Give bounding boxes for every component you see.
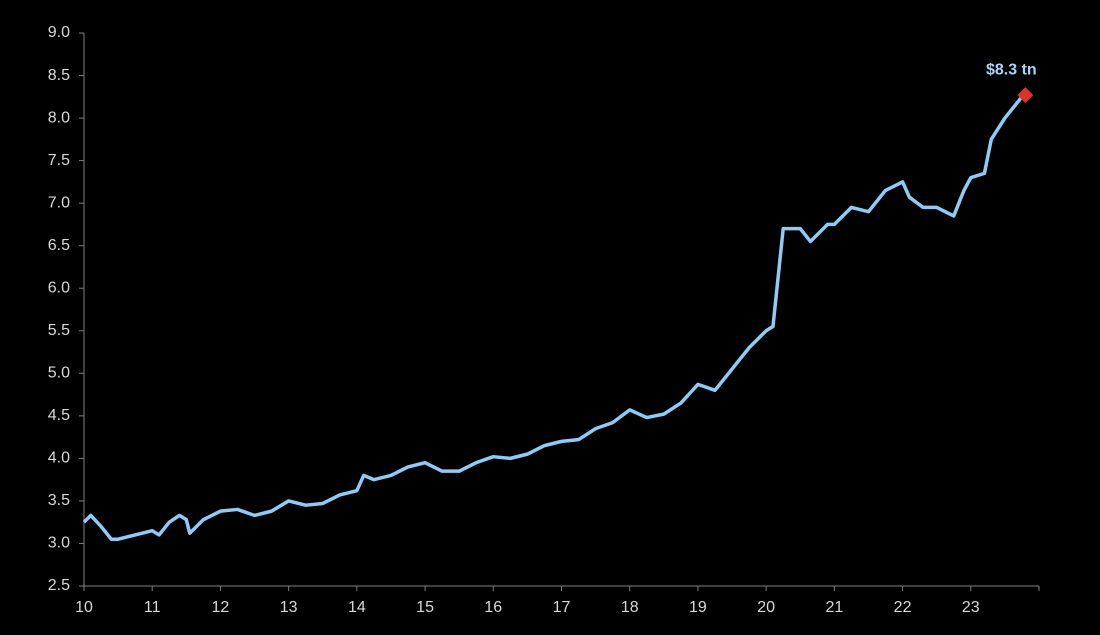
- y-tick-label: 8.5: [48, 67, 70, 84]
- end-marker: [1017, 87, 1034, 104]
- x-tick-label: 15: [416, 599, 434, 616]
- x-tick-label: 16: [484, 599, 502, 616]
- x-tick-label: 13: [280, 599, 298, 616]
- y-tick-label: 2.5: [48, 577, 70, 594]
- x-tick-label: 19: [689, 599, 707, 616]
- x-tick-label: 20: [757, 599, 775, 616]
- y-tick-label: 5.0: [48, 365, 70, 382]
- y-tick-label: 8.0: [48, 109, 70, 126]
- x-tick-label: 22: [894, 599, 912, 616]
- x-tick-label: 10: [75, 599, 93, 616]
- y-tick-label: 3.0: [48, 535, 70, 552]
- y-tick-label: 6.0: [48, 279, 70, 296]
- x-tick-label: 17: [553, 599, 571, 616]
- y-tick-label: 7.5: [48, 152, 70, 169]
- x-tick-label: 14: [348, 599, 366, 616]
- y-tick-label: 4.5: [48, 407, 70, 424]
- y-tick-label: 3.5: [48, 492, 70, 509]
- x-tick-label: 21: [825, 599, 843, 616]
- y-tick-label: 6.5: [48, 237, 70, 254]
- y-tick-label: 9.0: [48, 24, 70, 41]
- x-tick-label: 18: [621, 599, 639, 616]
- data-line: [82, 95, 1024, 541]
- x-tick-label: 23: [962, 599, 980, 616]
- x-tick-label: 12: [212, 599, 230, 616]
- y-tick-label: 5.5: [48, 322, 70, 339]
- y-tick-label: 4.0: [48, 450, 70, 467]
- y-tick-label: 7.0: [48, 194, 70, 211]
- x-tick-label: 11: [144, 599, 161, 616]
- annotation-label: $8.3 tn: [986, 61, 1037, 78]
